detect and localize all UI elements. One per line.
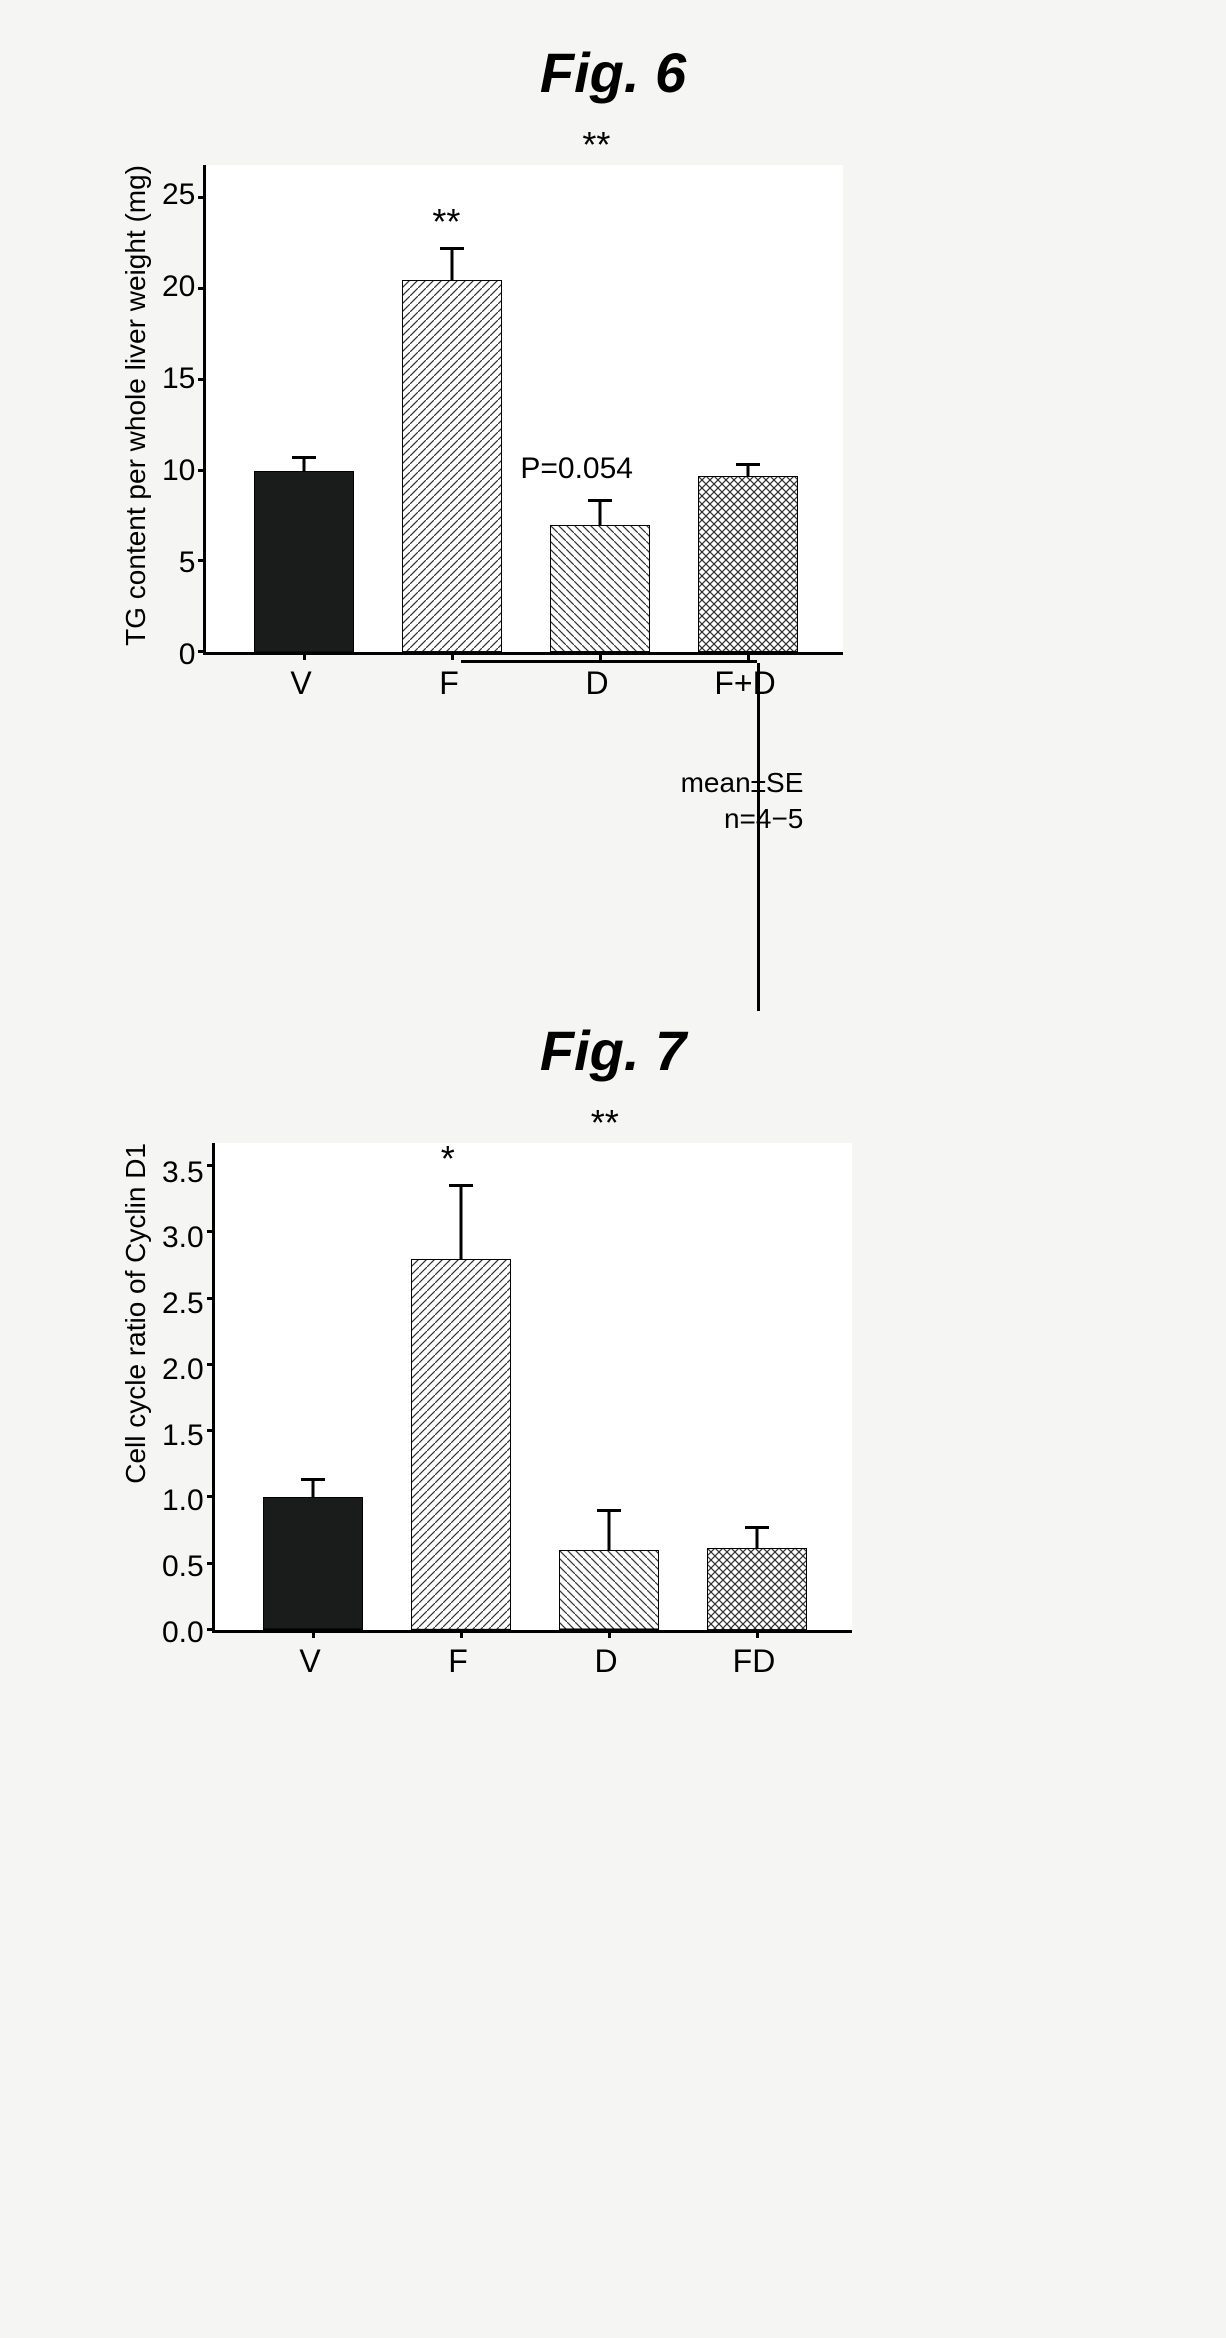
fig6-ytick: 10: [162, 456, 195, 486]
fig6-title: Fig. 6: [120, 40, 1106, 105]
fig7-x-labels: VFDFD: [212, 1643, 852, 1683]
fig7-ytick: 3.0: [162, 1223, 204, 1253]
fig6-footer-line1: mean±SE: [681, 767, 804, 798]
fig7-bar-group: [263, 1140, 363, 1630]
fig6-plot-area: **P=0.054 **: [203, 165, 843, 655]
fig7-xlabel: FD: [704, 1643, 804, 1680]
figure-7: Fig. 7 Cell cycle ratio of Cyclin D1 3.5…: [120, 1018, 1106, 1683]
fig7-bar: [707, 1548, 807, 1630]
fig6-y-ticks: 2520151050: [162, 165, 203, 655]
fig7-ytick: 0.5: [162, 1552, 204, 1582]
fig6-bar: [698, 476, 798, 652]
fig7-xlabel: D: [556, 1643, 656, 1680]
fig6-sig-star: **: [432, 201, 460, 243]
fig6-xlabel: V: [251, 665, 351, 702]
fig6-bar: [550, 525, 650, 652]
fig7-y-axis-label: Cell cycle ratio of Cyclin D1: [120, 1143, 152, 1524]
fig7-bracket-star: **: [591, 1102, 619, 1144]
fig7-bar: [263, 1497, 363, 1629]
fig7-ytick: 2.5: [162, 1289, 204, 1319]
fig7-xlabel: V: [260, 1643, 360, 1680]
fig6-bar: [402, 280, 502, 652]
fig7-ytick: 0.0: [162, 1618, 204, 1648]
fig7-ytick: 1.0: [162, 1486, 204, 1516]
fig6-xlabel: D: [547, 665, 647, 702]
figure-6: Fig. 6 TG content per whole liver weight…: [120, 40, 1106, 838]
fig6-ytick: 5: [179, 548, 196, 578]
fig7-y-ticks: 3.53.02.52.01.51.00.50.0: [162, 1143, 212, 1633]
fig6-ytick: 20: [162, 272, 195, 302]
fig7-bar: [559, 1550, 659, 1629]
fig6-bracket-star: **: [582, 124, 610, 166]
fig6-ytick: 0: [179, 640, 196, 670]
fig6-ytick: 15: [162, 364, 195, 394]
fig6-xlabel: F: [399, 665, 499, 702]
fig6-bar: [254, 471, 354, 652]
fig6-footer: mean±SE n=4−5: [162, 765, 843, 838]
fig7-ytick: 1.5: [162, 1421, 204, 1451]
fig6-chart: TG content per whole liver weight (mg) 2…: [120, 165, 1106, 838]
fig6-ytick: 25: [162, 180, 195, 210]
fig6-bar-group: [550, 162, 650, 652]
fig7-ytick: 3.5: [162, 1158, 204, 1188]
fig6-y-axis-label: TG content per whole liver weight (mg): [120, 165, 152, 686]
fig7-title: Fig. 7: [120, 1018, 1106, 1083]
fig6-footer-line2: n=4−5: [724, 803, 803, 834]
fig6-xlabel: F+D: [695, 665, 795, 702]
fig7-ytick: 2.0: [162, 1355, 204, 1385]
fig6-p-annot: P=0.054: [520, 452, 633, 486]
fig7-sig-star: *: [441, 1138, 455, 1180]
fig7-chart: Cell cycle ratio of Cyclin D1 3.5 3.0 2.5 2…: [120, 1143, 1106, 1683]
fig7-bar-group: [559, 1140, 659, 1630]
fig7-bar-group: [707, 1140, 807, 1630]
fig6-bar-group: [698, 162, 798, 652]
fig7-xlabel: F: [408, 1643, 508, 1680]
fig7-bar-group: [411, 1140, 511, 1630]
fig7-plot-area: * **: [212, 1143, 852, 1633]
fig6-bar-group: [254, 162, 354, 652]
fig6-x-labels: V F D F+D: [203, 665, 843, 705]
fig7-bar: [411, 1259, 511, 1630]
